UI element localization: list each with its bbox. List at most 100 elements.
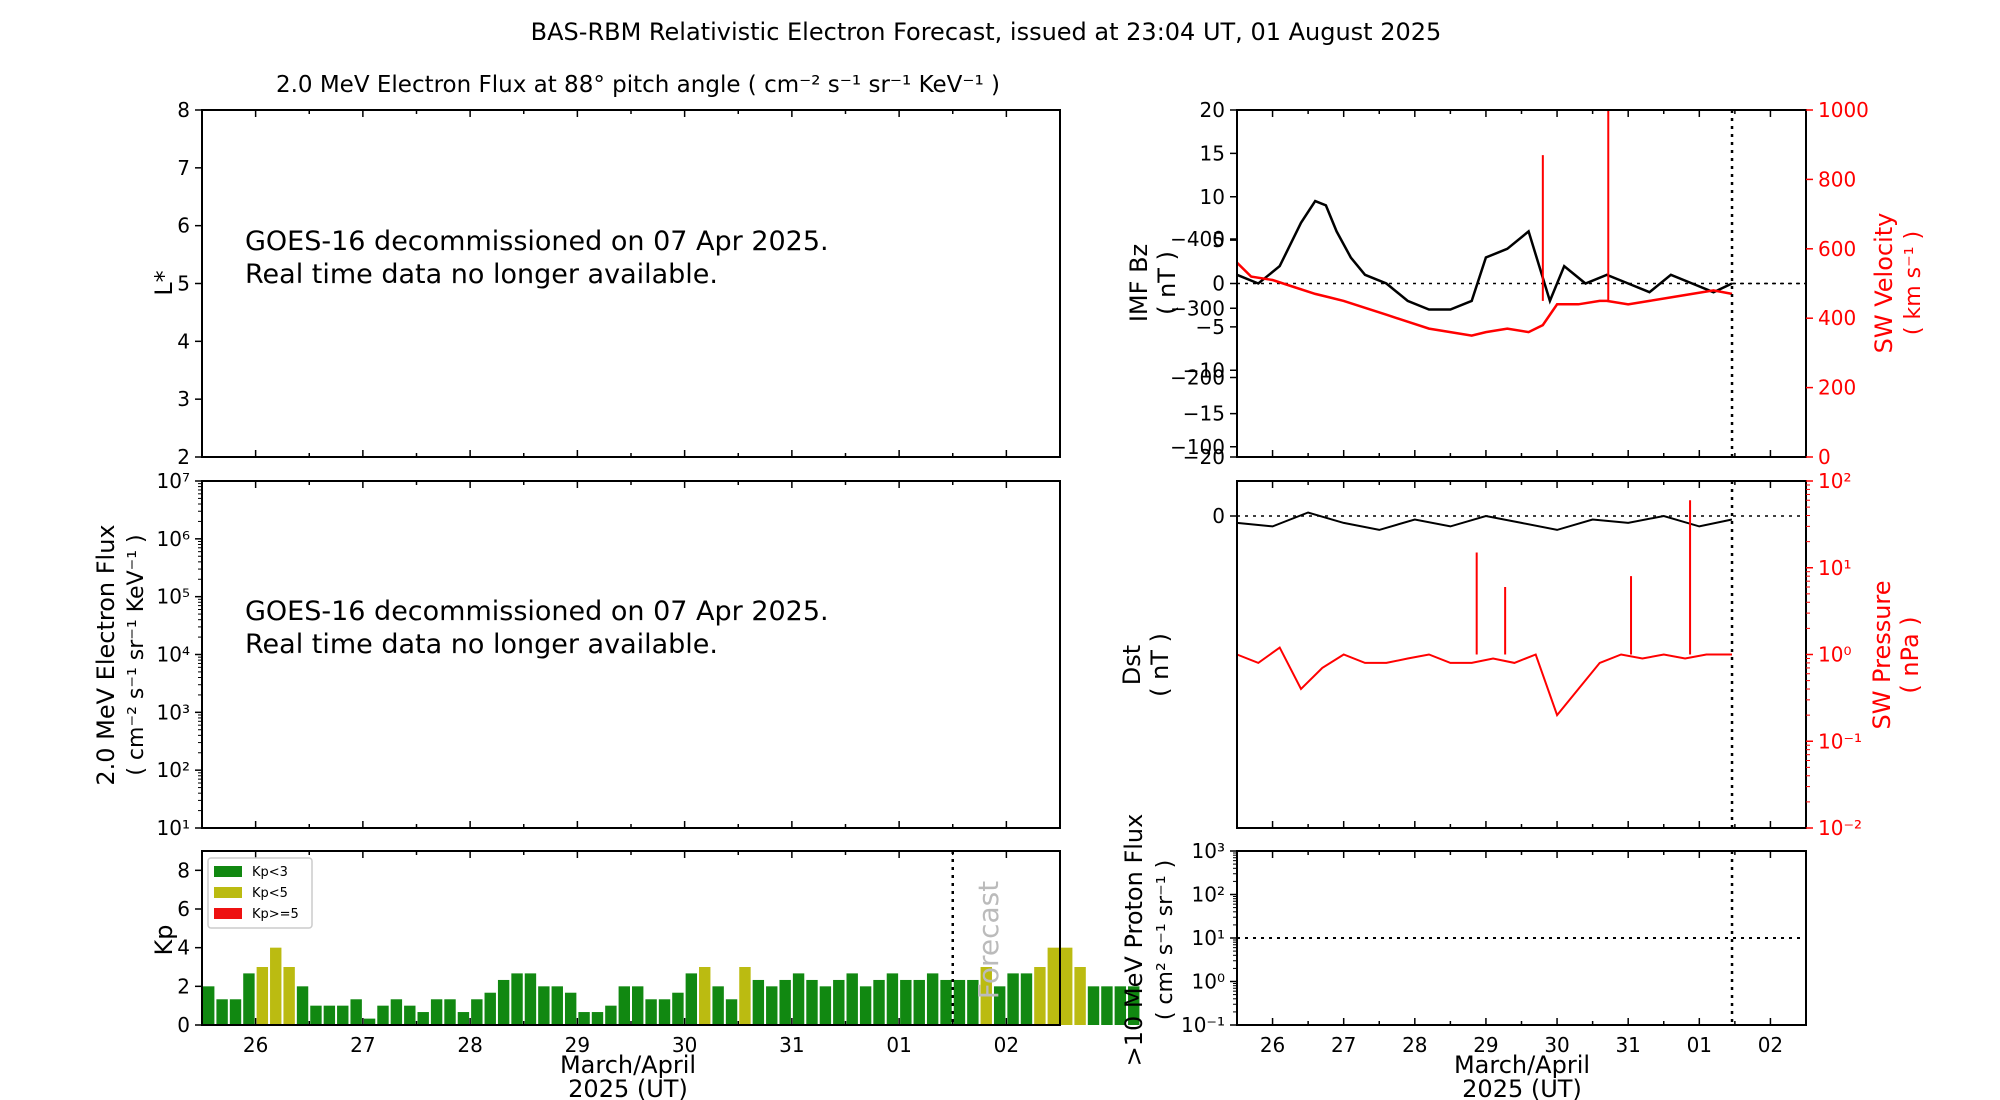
lstar-title: 2.0 MeV Electron Flux at 88° pitch angle… bbox=[276, 72, 1000, 98]
proton-ylabel-line2: ( cm² s⁻¹ sr⁻¹ ) bbox=[1153, 860, 1178, 1020]
y-tick-label: 10 bbox=[1200, 185, 1225, 209]
kp-bar bbox=[618, 986, 630, 1025]
y-tick-label: 4 bbox=[177, 936, 190, 960]
y-tick-label: 10³ bbox=[1192, 839, 1225, 863]
y-tick-label: 10² bbox=[1192, 883, 1225, 907]
kp-bar bbox=[685, 973, 698, 1025]
y-tick-label: 10⁻² bbox=[1818, 816, 1862, 840]
lstar-message-line2: Real time data no longer available. bbox=[245, 259, 718, 290]
x-tick-label: 28 bbox=[457, 1033, 482, 1057]
eflux-y-ticks: 10¹ 10² 10³ 10⁴ 10⁵ 10⁶ 10⁷ bbox=[157, 469, 202, 840]
x-tick-label: 27 bbox=[350, 1033, 375, 1057]
kp-bar bbox=[229, 999, 242, 1025]
kp-bar bbox=[1061, 947, 1073, 1025]
y-tick-label: −400 bbox=[1170, 227, 1225, 251]
y-tick-label: 800 bbox=[1818, 167, 1856, 191]
kp-bar bbox=[980, 967, 992, 1025]
kp-bar bbox=[444, 999, 456, 1025]
lstar-message-line1: GOES-16 decommissioned on 07 Apr 2025. bbox=[245, 226, 829, 257]
kp-bar bbox=[913, 979, 925, 1025]
x-tick-label: 29 bbox=[1473, 1033, 1498, 1057]
kp-bar bbox=[538, 986, 550, 1025]
y-tick-label: 15 bbox=[1200, 141, 1225, 165]
kp-bar bbox=[484, 992, 496, 1025]
sw-pressure-y-ticks: 10⁻² 10⁻¹ 10⁰ 10¹ 10² bbox=[1806, 469, 1862, 840]
y-tick-label: 4 bbox=[177, 329, 190, 353]
kp-bar bbox=[739, 967, 751, 1025]
imf-sw-panel: −20 −15 −10 −5 0 5 10 15 20 0 200 400 600 800 1000 IM… bbox=[1125, 98, 1926, 469]
kp-bar bbox=[1007, 973, 1019, 1025]
y-tick-label: −200 bbox=[1170, 366, 1225, 390]
kp-bar bbox=[243, 973, 255, 1025]
sw-velocity-ylabel-line1: SW Velocity bbox=[1870, 213, 1898, 354]
kp-bar bbox=[203, 986, 215, 1025]
y-tick-label: 10⁴ bbox=[157, 643, 190, 667]
kp-legend: Kp<3 Kp<5 Kp>=5 bbox=[207, 857, 313, 929]
kp-bar bbox=[833, 979, 845, 1025]
x-tick-label: 26 bbox=[243, 1033, 268, 1057]
kp-bar bbox=[886, 973, 899, 1025]
x-tick-label: 29 bbox=[565, 1033, 590, 1057]
kp-bar bbox=[578, 1012, 590, 1025]
kp-bar bbox=[725, 999, 738, 1025]
kp-bar bbox=[752, 979, 765, 1025]
y-tick-label: −100 bbox=[1170, 435, 1225, 459]
eflux-message-line2: Real time data no longer available. bbox=[245, 629, 718, 660]
kp-bar bbox=[859, 986, 872, 1025]
kp-bar bbox=[672, 992, 684, 1025]
kp-bar bbox=[417, 1012, 429, 1025]
y-tick-label: 10¹ bbox=[1818, 556, 1851, 580]
x-tick-label: 31 bbox=[779, 1033, 804, 1057]
kp-bar bbox=[605, 1005, 617, 1025]
x-tick-label: 28 bbox=[1402, 1033, 1427, 1057]
lstar-y-ticks: 2 3 4 5 6 7 8 bbox=[177, 98, 202, 469]
eflux-ylabel-line2: ( cm⁻² s⁻¹ sr⁻¹ KeV⁻¹ ) bbox=[124, 534, 149, 775]
kp-legend-label-red: Kp>=5 bbox=[252, 907, 299, 922]
kp-legend-swatch-green bbox=[214, 866, 242, 877]
kp-bar bbox=[900, 979, 912, 1025]
imf-lines bbox=[1236, 110, 1806, 337]
kp-bar bbox=[873, 979, 885, 1025]
kp-legend-swatch-red bbox=[214, 908, 242, 919]
y-tick-label: 6 bbox=[177, 214, 190, 238]
y-tick-label: 10³ bbox=[157, 700, 190, 724]
kp-bar bbox=[497, 979, 510, 1025]
dst-ylabel-line2: ( nT ) bbox=[1146, 633, 1174, 697]
kp-ylabel: Kp bbox=[150, 925, 178, 956]
dst-ylabel-line1: Dst bbox=[1118, 645, 1146, 685]
y-tick-label: 10² bbox=[157, 758, 190, 782]
imf-ylabel-line2: ( nT ) bbox=[1153, 251, 1181, 315]
kp-bar bbox=[404, 1005, 416, 1025]
kp-bar bbox=[1128, 986, 1140, 1025]
y-tick-label: −10 bbox=[1183, 358, 1225, 382]
kp-bar bbox=[967, 979, 979, 1025]
figure-title: BAS-RBM Relativistic Electron Forecast, … bbox=[531, 18, 1442, 46]
kp-bar bbox=[591, 1012, 604, 1025]
kp-bar bbox=[846, 973, 858, 1025]
eflux-ylabel-line1: 2.0 MeV Electron Flux bbox=[92, 524, 120, 785]
y-tick-label: 10¹ bbox=[1192, 926, 1225, 950]
imf-x-ticks bbox=[1271, 110, 1772, 457]
y-tick-label: 20 bbox=[1200, 98, 1225, 122]
y-tick-label: 7 bbox=[177, 156, 190, 180]
kp-bar bbox=[430, 999, 443, 1025]
kp-bar bbox=[1034, 967, 1046, 1025]
x-tick-label: 31 bbox=[1615, 1033, 1640, 1057]
dst-y-ticks: −400−300−200−1000 bbox=[1170, 227, 1237, 528]
y-tick-label: 10⁵ bbox=[157, 585, 190, 609]
y-tick-label: 10⁰ bbox=[1192, 970, 1225, 994]
kp-bar bbox=[712, 986, 724, 1025]
x-tick-label: 01 bbox=[886, 1033, 911, 1057]
y-tick-label: 0 bbox=[177, 1013, 190, 1037]
kp-x-ticks: 26 27 28 29 30 31 01 02 bbox=[243, 851, 1019, 1057]
kp-bar bbox=[926, 973, 939, 1025]
kp-bar bbox=[658, 999, 671, 1025]
kp-bar bbox=[511, 973, 523, 1025]
dst-line bbox=[1236, 511, 1733, 531]
y-tick-label: 6 bbox=[177, 897, 190, 921]
kp-bar bbox=[1101, 986, 1113, 1025]
dst-x-ticks bbox=[1271, 481, 1772, 828]
lstar-x-ticks bbox=[254, 110, 1008, 457]
